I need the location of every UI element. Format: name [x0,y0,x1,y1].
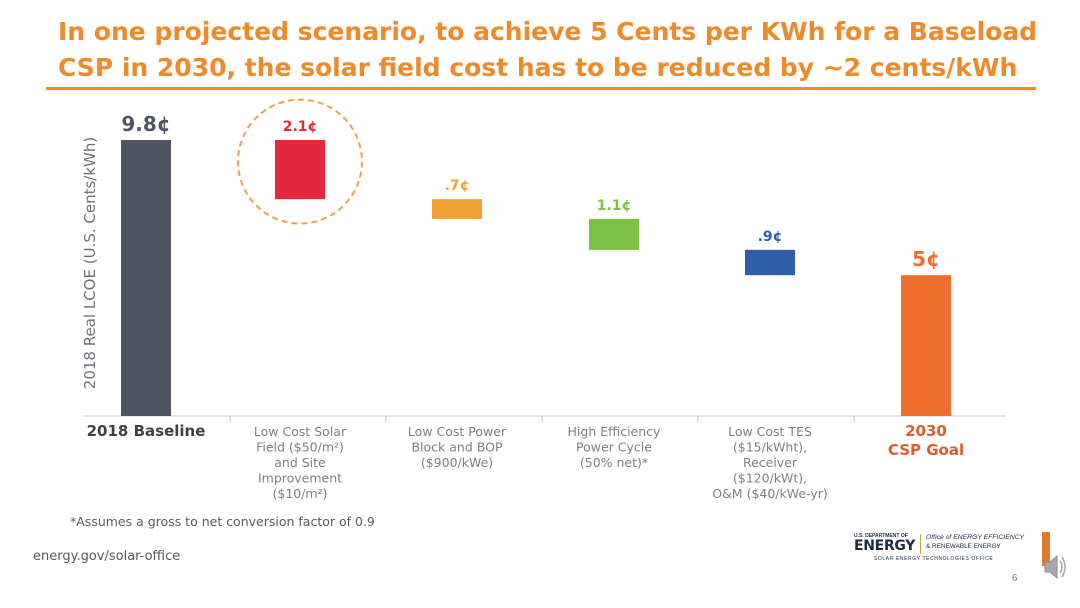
bar-3 [432,199,482,219]
data-label-4: 1.1¢ [597,198,632,214]
data-label-1: 9.8¢ [121,112,170,136]
bar-4 [589,218,639,250]
bar-1 [121,140,171,416]
category-label-1-line-1: 2018 Baseline [87,422,206,440]
category-label-3-line-1: Low Cost Power [408,424,507,439]
data-label-5: .9¢ [758,229,783,245]
category-label-5-line-3: Receiver [743,455,798,470]
footnote: *Assumes a gross to net conversion facto… [70,514,375,529]
category-label-4-line-2: Power Cycle [576,440,652,455]
y-axis-label: 2018 Real LCOE (U.S. Cents/kWh) [81,137,99,389]
logo-office-line-2: & RENEWABLE ENERGY [926,543,1001,550]
category-label-3-line-3: ($900/kWe) [421,455,493,470]
page-number: 6 [1012,573,1018,584]
category-label-6: 2030 CSP Goal [888,422,964,459]
category-label-2-line-3: and Site [274,455,326,470]
logo-divider [920,534,921,554]
category-label-3: Low Cost Power Block and BOP ($900/kWe) [408,424,507,470]
bar-5 [745,249,795,276]
logo-office-line-1: Office of ENERGY EFFICIENCY [926,534,1025,541]
category-label-2-line-4: Improvement [258,471,342,486]
category-label-5-line-5: O&M ($40/kWe-yr) [712,486,828,501]
slide-title: In one projected scenario, to achieve 5 … [58,14,1048,86]
data-label-6: 5¢ [912,247,940,271]
category-label-3-line-2: Block and BOP [411,440,502,455]
category-label-5-line-4: ($120/kWt), [733,471,807,486]
category-label-5: Low Cost TES ($15/kWht), Receiver ($120/kWt… [712,424,828,501]
data-label-2: 2.1¢ [283,119,318,135]
category-label-2-line-1: Low Cost Solar [254,424,347,439]
slide-title-line-2: CSP in 2030, the solar field cost has to… [58,53,1018,82]
category-label-4-line-1: High Efficiency [568,424,662,439]
bar-2 [275,140,325,200]
logo-energy: ENERGY [854,538,916,554]
category-label-5-line-2: ($15/kWht), [733,440,807,455]
site-url: energy.gov/solar-office [33,549,181,564]
title-underline [46,87,1036,90]
slide-title-line-1: In one projected scenario, to achieve 5 … [58,17,1038,46]
speaker-icon[interactable] [1043,548,1067,586]
data-label-3: .7¢ [445,178,470,194]
orange-accent-strip [1042,532,1050,566]
category-label-2-line-5: ($10/m²) [272,486,327,501]
category-label-1: 2018 Baseline [87,422,206,440]
category-label-4: High Efficiency Power Cycle (50% net)* [568,424,662,470]
doe-eere-logo: U.S. DEPARTMENT OF ENERGY Office of ENER… [854,533,1024,565]
category-label-2-line-2: Field ($50/m²) [256,440,344,455]
category-label-6-line-2: CSP Goal [888,441,964,459]
logo-sub-office: SOLAR ENERGY TECHNOLOGIES OFFICE [874,556,994,562]
category-label-2: Low Cost Solar Field ($50/m²) and Site Impr… [254,424,347,501]
category-label-5-line-1: Low Cost TES [728,424,812,439]
category-label-4-line-3: (50% net)* [580,455,648,470]
bar-6 [901,275,951,416]
logo-department: U.S. DEPARTMENT OF [854,533,908,539]
highlight-circle [237,98,363,225]
category-label-6-line-1: 2030 [905,422,947,440]
